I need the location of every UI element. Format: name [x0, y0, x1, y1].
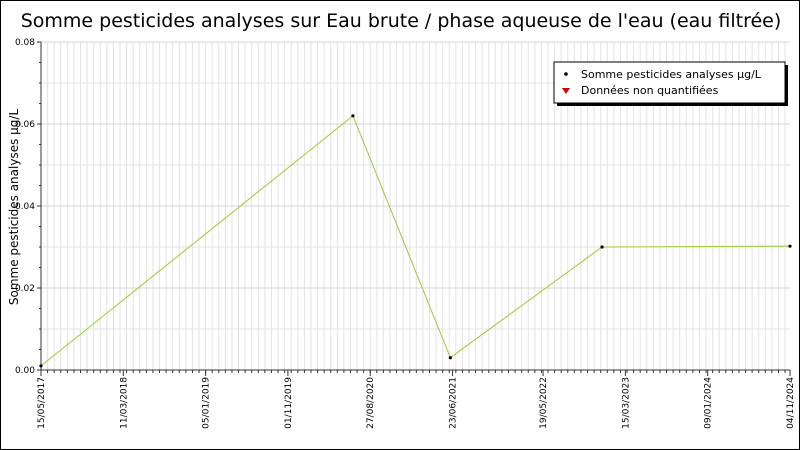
y-tick-label: 0.00	[15, 366, 35, 376]
chart-title: Somme pesticides analyses sur Eau brute …	[21, 10, 782, 32]
legend: Somme pesticides analyses µg/L Données no…	[553, 61, 788, 106]
legend-label: Somme pesticides analyses µg/L	[581, 68, 762, 81]
data-point	[39, 364, 43, 368]
x-tick-label: 23/06/2021	[449, 377, 459, 429]
y-tick-label: 0.02	[15, 284, 35, 294]
data-point	[351, 114, 355, 118]
x-tick-label: 09/01/2024	[704, 377, 714, 429]
series-layer	[39, 114, 792, 368]
y-tick-label: 0.04	[15, 202, 35, 212]
x-tick-label: 05/01/2019	[202, 377, 212, 429]
y-axis-label: Somme pesticides analyses µg/L	[7, 109, 21, 306]
x-tick-label: 01/11/2019	[284, 377, 294, 429]
legend-box	[553, 61, 786, 104]
x-tick-label: 27/08/2020	[366, 377, 376, 429]
data-point	[600, 245, 604, 249]
y-tick-label: 0.08	[15, 38, 35, 48]
data-point	[788, 244, 792, 248]
x-tick-label: 04/11/2024	[786, 377, 796, 429]
y-tick-label: 0.06	[15, 120, 35, 130]
data-point	[448, 356, 452, 360]
axis-layer: 0.00 0.02 0.04 0.06 0.08 15/05/2017 11/03/2018…	[15, 38, 796, 429]
legend-marker-triangle	[562, 88, 570, 94]
x-tick-label: 15/05/2017	[37, 377, 47, 429]
legend-marker-dot	[564, 72, 568, 76]
x-tick-label: 19/05/2022	[539, 377, 549, 429]
x-tick-label: 15/03/2023	[621, 377, 631, 429]
legend-label: Données non quantifiées	[581, 84, 719, 97]
x-tick-label: 11/03/2018	[119, 377, 129, 429]
